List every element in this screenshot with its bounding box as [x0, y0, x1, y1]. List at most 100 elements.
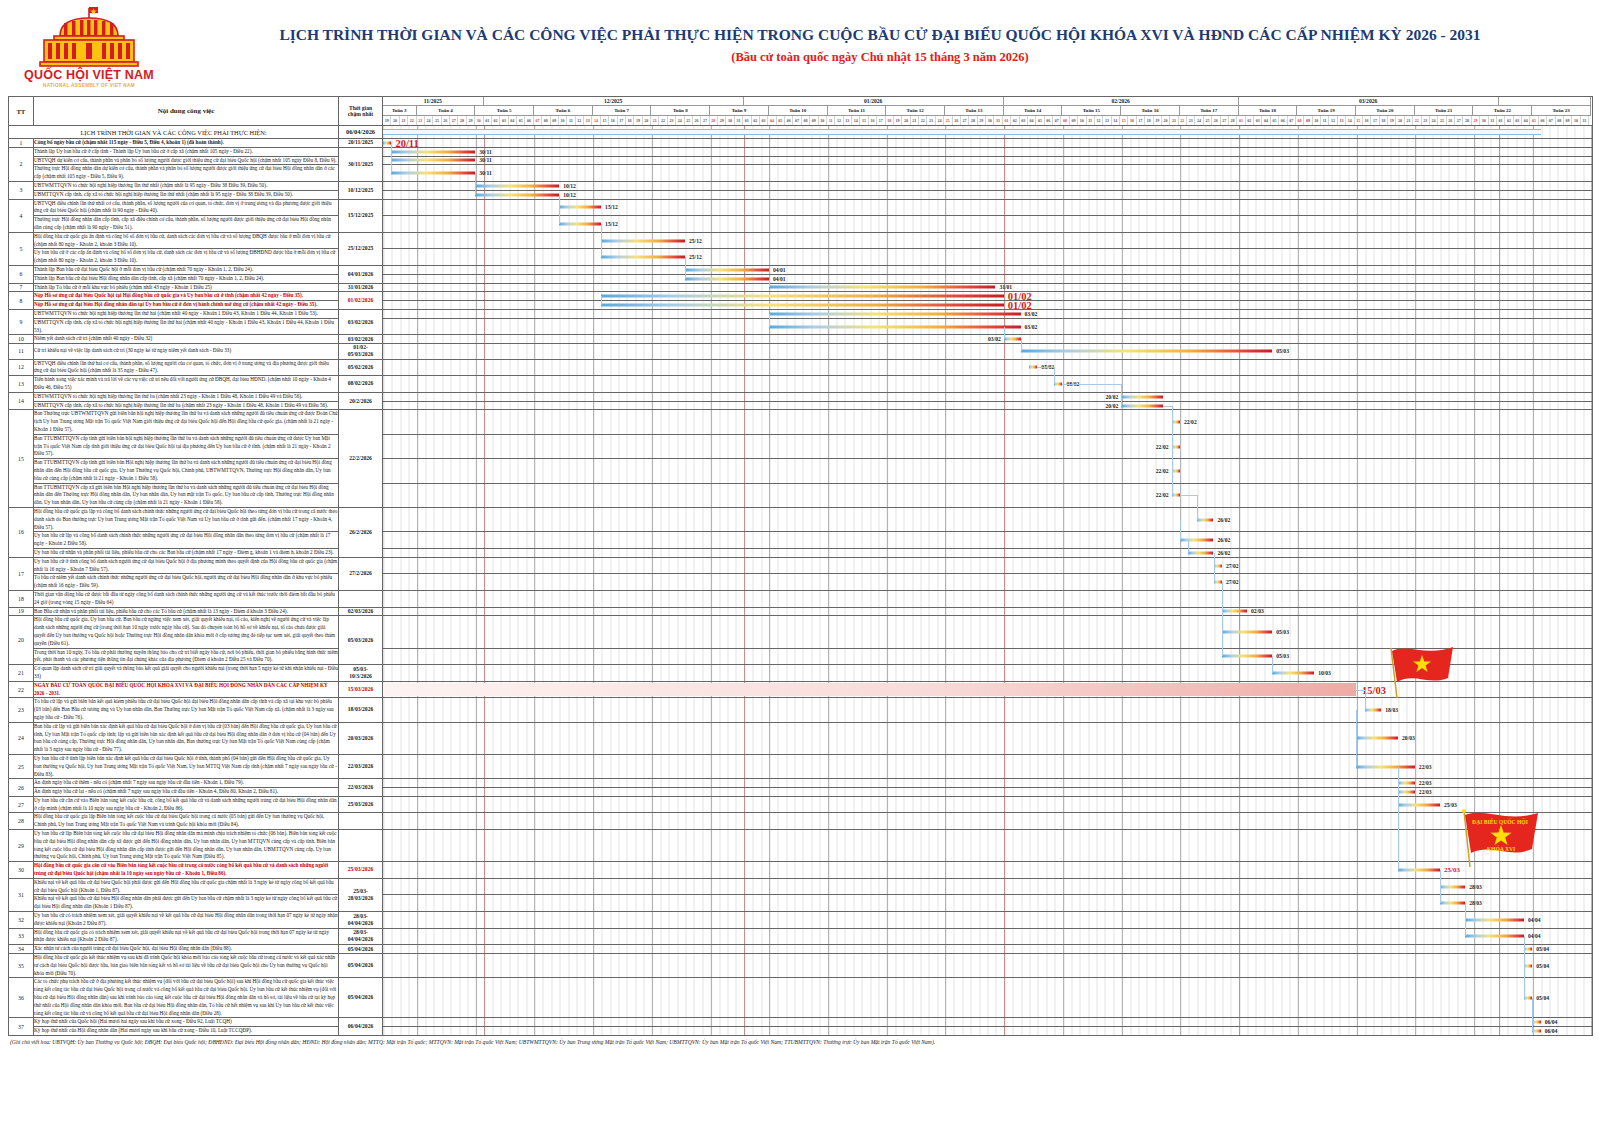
- gantt-cell: 27/02: [383, 557, 1593, 574]
- month-label: 02/2026: [1004, 97, 1239, 106]
- bar-date-label: 30/11: [479, 170, 491, 176]
- task-label: Hội đồng bầu cử quốc gia ấn định và công…: [34, 232, 339, 249]
- gantt-cell: 31/01: [383, 283, 1593, 292]
- day-number: 04: [1028, 116, 1036, 125]
- gantt-bar: [475, 184, 559, 187]
- task-label: Các tổ chức phụ trách bầu cử ở địa phươn…: [34, 978, 339, 1018]
- gantt-bar: [1465, 918, 1524, 921]
- deadline-cell: 20/11/2025: [339, 139, 383, 148]
- day-number: 23: [668, 116, 676, 125]
- table-row: 37Kỳ họp thứ nhất của Quốc hội (Hai mươi…: [9, 1018, 1593, 1027]
- table-row: 31Khiếu nại về kết quả bầu cử đại biểu Q…: [9, 878, 1593, 895]
- row-number: 15: [9, 410, 34, 508]
- week-label: Tuần 6: [534, 106, 593, 116]
- gantt-cell: 10/12: [383, 181, 1593, 190]
- day-number: 29: [978, 116, 986, 125]
- week-label: Tuần 13: [945, 106, 1004, 116]
- gantt-bar: [1272, 671, 1314, 674]
- gantt-cell: [383, 590, 1593, 607]
- bar-date-label: 10/12: [563, 183, 576, 189]
- day-number: 01: [1497, 116, 1505, 125]
- gantt-bar: [1004, 338, 1021, 341]
- day-number: 07: [793, 116, 801, 125]
- gantt-cell: 20/11: [383, 139, 1593, 148]
- table-row: 1Công bố ngày bầu cử (chậm nhất 115 ngày…: [9, 139, 1593, 148]
- gantt-cell: 10/12: [383, 190, 1593, 199]
- gantt-cell: 22/02: [383, 410, 1593, 434]
- election-day-band: [383, 683, 1356, 696]
- bar-date-label: 31/01: [999, 284, 1012, 290]
- day-number: 22: [408, 116, 416, 125]
- gantt-cell: 26/02: [383, 532, 1593, 549]
- table-row: 20Hội đồng bầu cử quốc gia, Ủy ban bầu c…: [9, 616, 1593, 648]
- gantt-cell: 25/03: [383, 796, 1593, 813]
- row-number: 20: [9, 616, 34, 665]
- vietnam-flag-khoa-xvi-icon: ĐẠI BIỂU QUỐC HỘI KHÓA XVI: [1456, 807, 1542, 869]
- week-label: Tuần 17: [1180, 106, 1239, 116]
- day-number: 09: [1564, 116, 1572, 125]
- task-label: Niêm yết danh sách cử tri (chậm nhất 40 …: [34, 335, 339, 344]
- gantt-bar: [1214, 564, 1222, 567]
- table-row: 17Ủy ban bầu cử ở tỉnh công bố danh sách…: [9, 557, 1593, 574]
- week-label: Tuần 14: [1004, 106, 1063, 116]
- gantt-cell: 15/12: [383, 199, 1593, 216]
- day-number: 26: [442, 116, 450, 125]
- row-number: 11: [9, 344, 34, 360]
- day-number: 03: [1020, 116, 1028, 125]
- table-row: 6Thành lập Ban bầu cử đại biểu Quốc hội …: [9, 265, 1593, 274]
- task-label: Thành lập Ban bầu cử đại biểu Hội đồng n…: [34, 274, 339, 283]
- day-number: 23: [417, 116, 425, 125]
- gantt-bar: [1054, 383, 1062, 386]
- gantt-cell: 28/03: [383, 895, 1593, 912]
- day-number: 06: [785, 116, 793, 125]
- day-number: 29: [467, 116, 475, 125]
- deadline-cell: 04/01/2026: [339, 265, 383, 283]
- day-number: 09: [1304, 116, 1312, 125]
- day-number: 04: [768, 116, 776, 125]
- gantt-cell: 04/04: [383, 912, 1593, 929]
- gantt-cell: 05/03: [383, 344, 1593, 360]
- table-row: 7Thành lập Tổ bầu cử ở mỗi khu vực bỏ ph…: [9, 283, 1593, 292]
- week-label: Tuần 7: [593, 106, 652, 116]
- table-row: 18Thời gian vận động bầu cử được bắt đầu…: [9, 590, 1593, 607]
- row-number: 16: [9, 508, 34, 558]
- day-number: 08: [1061, 116, 1069, 125]
- table-row: 21Cơ quan lập danh sách cử tri giải quyế…: [9, 665, 1593, 682]
- day-number: 16: [869, 116, 877, 125]
- day-number: 26: [693, 116, 701, 125]
- day-number: 19: [1154, 116, 1162, 125]
- gantt-cell: 06/04: [383, 1018, 1593, 1027]
- gantt-bar: [1524, 996, 1532, 999]
- gantt-bar: [685, 268, 769, 271]
- task-label: Ủy ban bầu cử ở tỉnh công bố danh sách n…: [34, 557, 339, 574]
- table-row: 22NGÀY BẦU CỬ TOÀN QUỐC ĐẠI BIỂU QUỐC HỘ…: [9, 681, 1593, 698]
- task-label: Ban Bầu cử nhận và phân phối tài liệu, p…: [34, 607, 339, 616]
- gantt-cell: 05/04: [383, 978, 1593, 1018]
- table-row: Thành lập Ban bầu cử đại biểu Hội đồng n…: [9, 274, 1593, 283]
- day-number: 31: [994, 116, 1002, 125]
- row-number: 21: [9, 665, 34, 682]
- deadline-cell: 28/03- 04/04/2026: [339, 928, 383, 945]
- gantt-cell: 22/02: [383, 483, 1593, 507]
- gantt-cell: 28/03: [383, 878, 1593, 895]
- table-row: 36Các tổ chức phụ trách bầu cử ở địa phư…: [9, 978, 1593, 1018]
- row-number: 10: [9, 335, 34, 344]
- day-number: 02: [1505, 116, 1513, 125]
- bar-date-label: 15/12: [605, 204, 618, 210]
- day-number: 13: [1338, 116, 1346, 125]
- day-number: 20: [1396, 116, 1404, 125]
- task-label: Hội đồng bầu cử quốc gia có trách nhiệm …: [34, 928, 339, 945]
- page-subtitle: (Bầu cử toàn quốc ngày Chủ nhật 15 tháng…: [170, 50, 1590, 65]
- table-row: Ủy ban bầu cử ở các cấp ấn định và công …: [9, 249, 1593, 266]
- week-label: Tuần 15: [1062, 106, 1121, 116]
- day-number: 22: [919, 116, 927, 125]
- table-row: 2Thành lập Ủy ban bầu cử ở cấp tỉnh - Th…: [9, 147, 1593, 156]
- day-number: 19: [634, 116, 642, 125]
- task-label: UBMTTQVN cấp tỉnh, cấp xã tổ chức hội ng…: [34, 190, 339, 199]
- gantt-cell: [383, 830, 1593, 862]
- gantt-bar: [685, 277, 769, 280]
- day-number: 11: [1581, 116, 1589, 125]
- day-number: 22: [1179, 116, 1187, 125]
- table-row: 26Ấn định ngày bầu cử thêm - nếu có (chậ…: [9, 779, 1593, 788]
- task-label: Ban bầu cử lập và gửi biên bản xác định …: [34, 722, 339, 754]
